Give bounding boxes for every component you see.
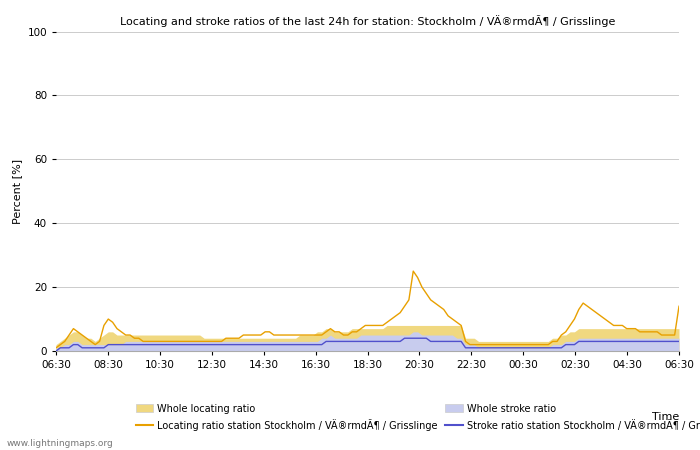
Legend: Whole locating ratio, Locating ratio station Stockholm / VÄ®rmdÃ¶ / Grisslinge, : Whole locating ratio, Locating ratio sta… [136,404,700,431]
Y-axis label: Percent [%]: Percent [%] [12,159,22,224]
Text: Time: Time [652,412,679,422]
Text: www.lightningmaps.org: www.lightningmaps.org [7,439,113,448]
Title: Locating and stroke ratios of the last 24h for station: Stockholm / VÄ®rmdÃ¶ / G: Locating and stroke ratios of the last 2… [120,15,615,27]
